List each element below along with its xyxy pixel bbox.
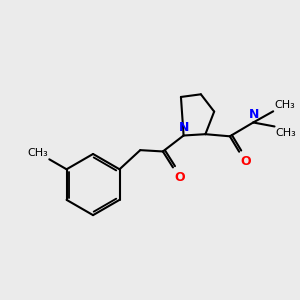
Text: N: N xyxy=(178,121,189,134)
Text: CH₃: CH₃ xyxy=(276,128,297,138)
Text: CH₃: CH₃ xyxy=(274,100,295,110)
Text: N: N xyxy=(249,108,259,121)
Text: O: O xyxy=(174,171,185,184)
Text: CH₃: CH₃ xyxy=(27,148,48,158)
Text: O: O xyxy=(241,155,251,168)
